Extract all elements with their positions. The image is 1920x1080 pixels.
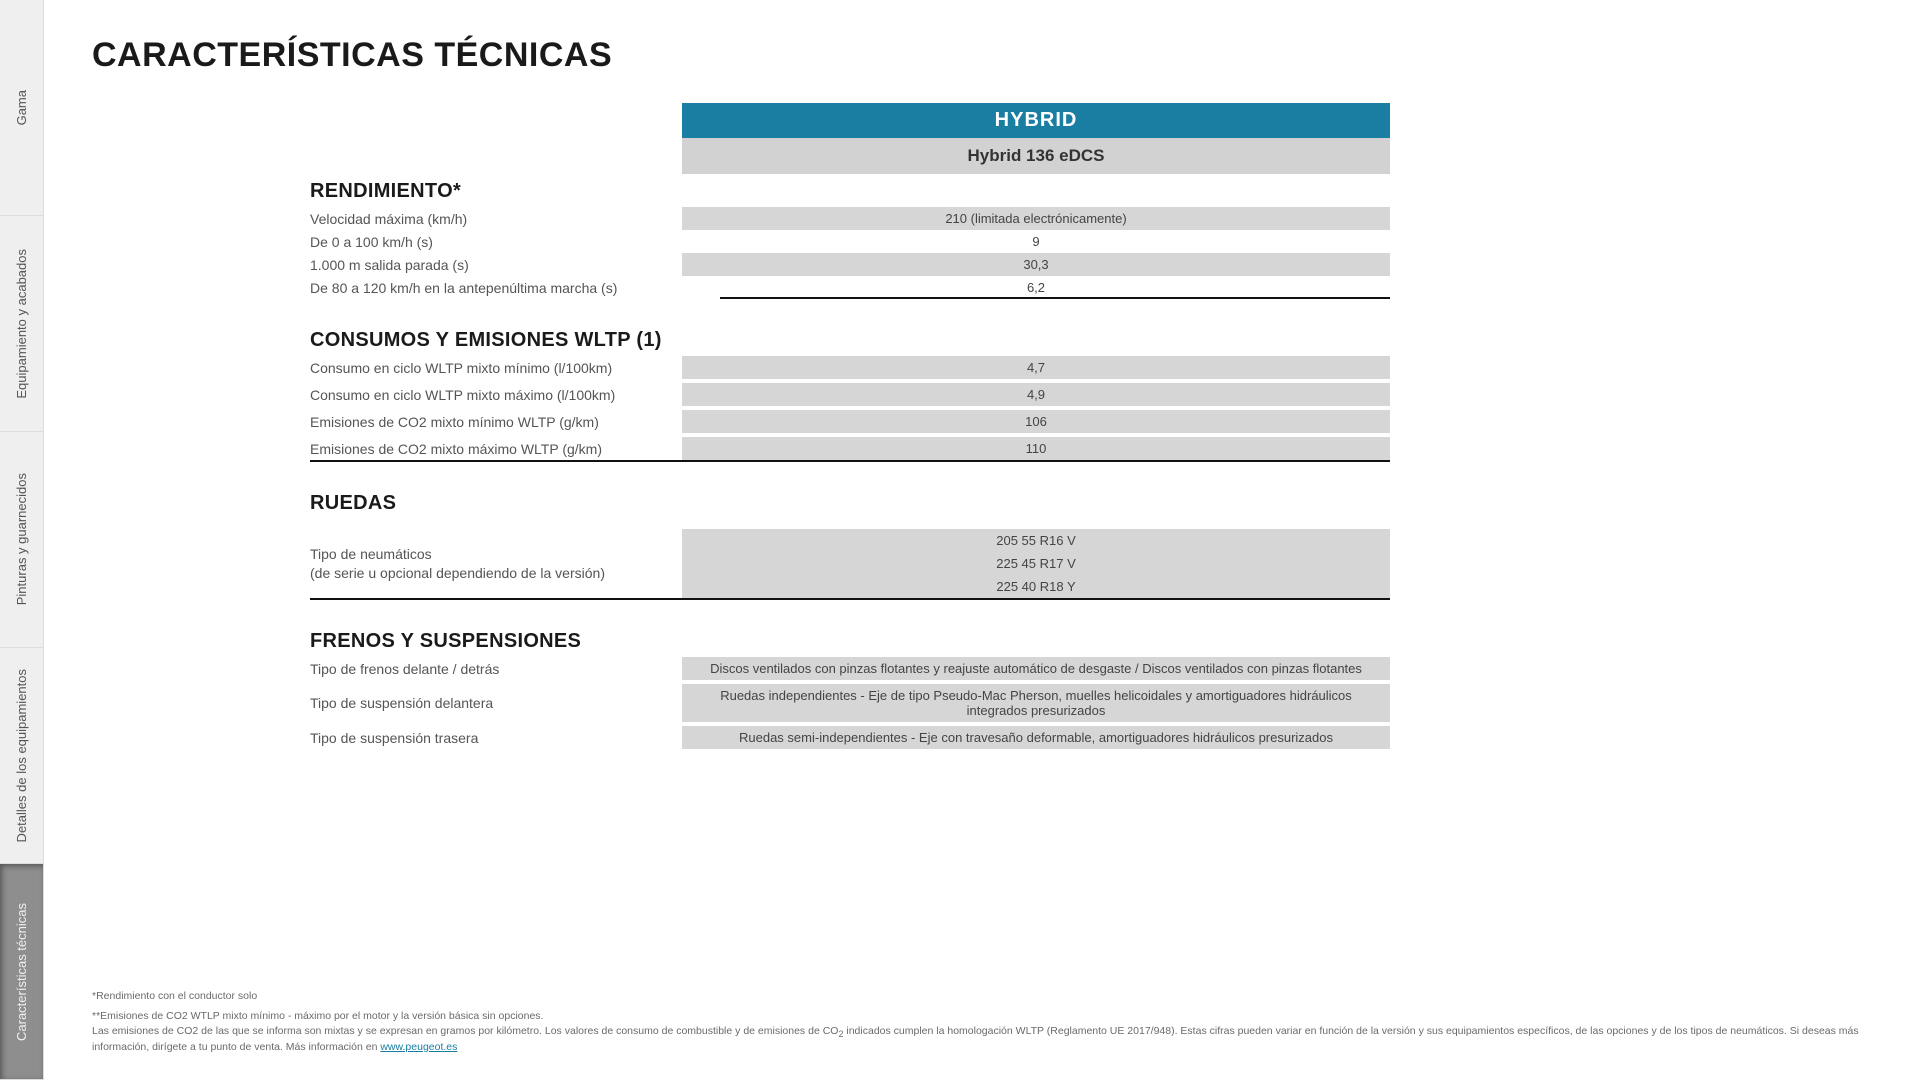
footnote-2-line2a: Las emisiones de CO2 de las que se infor… bbox=[92, 1025, 838, 1037]
sidebar-tab-label: Características técnicas bbox=[14, 903, 30, 1041]
row-label: Consumo en ciclo WLTP mixto máximo (l/10… bbox=[310, 383, 682, 406]
table-row: Emisiones de CO2 mixto máximo WLTP (g/km… bbox=[310, 437, 1390, 462]
section-title-ruedas: RUEDAS bbox=[310, 492, 1390, 515]
table-row: Consumo en ciclo WLTP mixto mínimo (l/10… bbox=[310, 356, 1390, 379]
row-label: Tipo de neumáticos (de serie u opcional … bbox=[310, 529, 682, 598]
sidebar-nav: Gama Equipamiento y acabados Pinturas y … bbox=[0, 0, 44, 1080]
table-subheader-row: Hybrid 136 eDCS bbox=[310, 138, 1390, 174]
section-title-consumos: CONSUMOS Y EMISIONES WLTP (1) bbox=[310, 329, 1390, 352]
row-label: 1.000 m salida parada (s) bbox=[310, 253, 682, 276]
row-value: 4,9 bbox=[682, 383, 1390, 406]
row-label: Emisiones de CO2 mixto mínimo WLTP (g/km… bbox=[310, 410, 682, 433]
table-row: De 0 a 100 km/h (s) 9 bbox=[310, 230, 1390, 253]
table-header-sub: Hybrid 136 eDCS bbox=[682, 138, 1390, 174]
row-value: 225 45 R17 V bbox=[682, 552, 1390, 575]
row-value: 30,3 bbox=[682, 253, 1390, 276]
row-value: 110 bbox=[682, 437, 1390, 460]
footnotes: *Rendimiento con el conductor solo **Emi… bbox=[92, 989, 1900, 1060]
sidebar-tab-equipamiento[interactable]: Equipamiento y acabados bbox=[0, 216, 44, 432]
main-content: CARACTERÍSTICAS TÉCNICAS HYBRID Hybrid 1… bbox=[44, 0, 1920, 1080]
footnote-1: *Rendimiento con el conductor solo bbox=[92, 989, 1900, 1003]
table-row: Tipo de suspensión delantera Ruedas inde… bbox=[310, 684, 1390, 722]
row-label: De 80 a 120 km/h en la antepenúltima mar… bbox=[310, 276, 682, 299]
page-title: CARACTERÍSTICAS TÉCNICAS bbox=[92, 36, 1872, 75]
footnote-link[interactable]: www.peugeot.es bbox=[380, 1041, 457, 1053]
row-value: 9 bbox=[682, 230, 1390, 253]
table-header-top: HYBRID bbox=[682, 103, 1390, 138]
sidebar-tab-label: Gama bbox=[14, 90, 30, 125]
sidebar-tab-caracteristicas[interactable]: Características técnicas bbox=[0, 864, 44, 1080]
row-value: 210 (limitada electrónicamente) bbox=[682, 207, 1390, 230]
row-value: 205 55 R16 V bbox=[682, 529, 1390, 552]
table-header-row: HYBRID bbox=[310, 103, 1390, 138]
sidebar-tab-pinturas[interactable]: Pinturas y guarnecidos bbox=[0, 432, 44, 648]
ruedas-label-line1: Tipo de neumáticos bbox=[310, 545, 682, 563]
table-row: Emisiones de CO2 mixto mínimo WLTP (g/km… bbox=[310, 410, 1390, 433]
row-label: Tipo de frenos delante / detrás bbox=[310, 657, 682, 680]
sidebar-tab-gama[interactable]: Gama bbox=[0, 0, 44, 216]
table-row: De 80 a 120 km/h en la antepenúltima mar… bbox=[310, 276, 1390, 299]
ruedas-block: Tipo de neumáticos (de serie u opcional … bbox=[310, 529, 1390, 600]
row-value: 4,7 bbox=[682, 356, 1390, 379]
row-label: Tipo de suspensión delantera bbox=[310, 684, 682, 722]
sidebar-tab-label: Pinturas y guarnecidos bbox=[14, 473, 30, 605]
ruedas-label-line2: (de serie u opcional dependiendo de la v… bbox=[310, 564, 682, 582]
row-label: Velocidad máxima (km/h) bbox=[310, 207, 682, 230]
row-value: Discos ventilados con pinzas flotantes y… bbox=[682, 657, 1390, 680]
table-row: Consumo en ciclo WLTP mixto máximo (l/10… bbox=[310, 383, 1390, 406]
section-title-rendimiento: RENDIMIENTO* bbox=[310, 180, 1390, 203]
footnote-2: **Emisiones de CO2 WTLP mixto mínimo - m… bbox=[92, 1009, 1900, 1054]
spec-table: HYBRID Hybrid 136 eDCS RENDIMIENTO* Velo… bbox=[310, 103, 1390, 749]
row-value: 6,2 bbox=[682, 276, 1390, 299]
row-label: De 0 a 100 km/h (s) bbox=[310, 230, 682, 253]
table-row: Velocidad máxima (km/h) 210 (limitada el… bbox=[310, 207, 1390, 230]
row-value: 225 40 R18 Y bbox=[682, 575, 1390, 598]
table-row: Tipo de suspensión trasera Ruedas semi-i… bbox=[310, 726, 1390, 749]
section-title-frenos: FRENOS Y SUSPENSIONES bbox=[310, 630, 1390, 653]
row-value: Ruedas independientes - Eje de tipo Pseu… bbox=[682, 684, 1390, 722]
row-value: Ruedas semi-independientes - Eje con tra… bbox=[682, 726, 1390, 749]
row-label: Emisiones de CO2 mixto máximo WLTP (g/km… bbox=[310, 437, 682, 460]
table-row: 1.000 m salida parada (s) 30,3 bbox=[310, 253, 1390, 276]
sidebar-tab-detalles[interactable]: Detalles de los equipamientos bbox=[0, 648, 44, 864]
row-label: Tipo de suspensión trasera bbox=[310, 726, 682, 749]
sidebar-tab-label: Detalles de los equipamientos bbox=[14, 669, 30, 842]
row-value: 106 bbox=[682, 410, 1390, 433]
ruedas-values: 205 55 R16 V 225 45 R17 V 225 40 R18 Y bbox=[682, 529, 1390, 598]
table-row: Tipo de frenos delante / detrás Discos v… bbox=[310, 657, 1390, 680]
sidebar-tab-label: Equipamiento y acabados bbox=[14, 249, 30, 399]
footnote-2-line1: **Emisiones de CO2 WTLP mixto mínimo - m… bbox=[92, 1010, 543, 1022]
row-label: Consumo en ciclo WLTP mixto mínimo (l/10… bbox=[310, 356, 682, 379]
